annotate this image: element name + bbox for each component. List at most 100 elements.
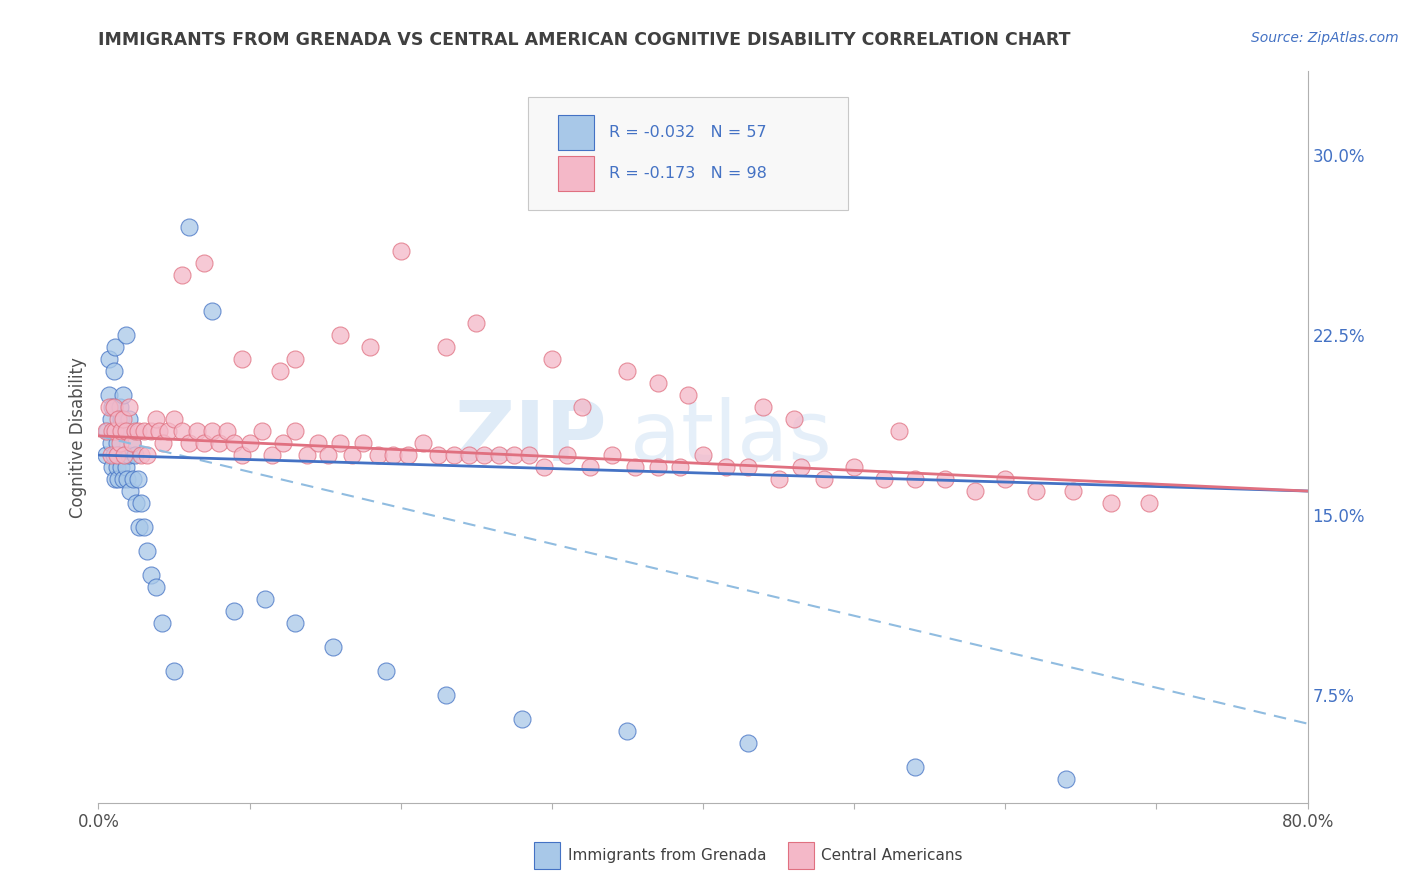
Point xyxy=(112,448,135,462)
Point xyxy=(224,604,246,618)
Point xyxy=(316,448,339,462)
Point xyxy=(193,436,215,450)
Point xyxy=(533,460,555,475)
Point xyxy=(124,424,146,438)
Point xyxy=(132,424,155,438)
FancyBboxPatch shape xyxy=(527,97,848,211)
Point xyxy=(118,400,141,414)
Point xyxy=(141,568,163,582)
Point xyxy=(396,448,419,462)
Point xyxy=(121,436,143,450)
Text: Central Americans: Central Americans xyxy=(821,848,963,863)
Point xyxy=(163,412,186,426)
Point xyxy=(112,448,135,462)
Point xyxy=(374,664,396,678)
Point xyxy=(295,448,318,462)
Point xyxy=(94,448,117,462)
Point xyxy=(412,436,434,450)
Point xyxy=(127,424,149,438)
Point xyxy=(269,364,291,378)
Point xyxy=(676,388,699,402)
Point xyxy=(105,460,128,475)
Point xyxy=(616,723,638,738)
Text: atlas: atlas xyxy=(630,397,832,477)
Point xyxy=(101,400,124,414)
Point xyxy=(111,472,134,486)
Point xyxy=(1054,772,1077,786)
Point xyxy=(111,412,134,426)
Point xyxy=(96,424,118,438)
Point xyxy=(382,448,405,462)
Point xyxy=(170,268,193,283)
Point xyxy=(120,483,142,498)
Point xyxy=(322,640,344,654)
Point xyxy=(121,436,143,450)
Point xyxy=(329,436,352,450)
Point xyxy=(101,460,124,475)
Point xyxy=(647,376,669,391)
Point xyxy=(813,472,835,486)
Point xyxy=(578,460,600,475)
Point xyxy=(148,424,170,438)
Point xyxy=(714,460,737,475)
Point xyxy=(152,436,174,450)
Point xyxy=(108,424,131,438)
Point xyxy=(669,460,692,475)
Point xyxy=(889,424,911,438)
Point xyxy=(208,436,231,450)
Point xyxy=(163,664,186,678)
Point xyxy=(284,424,307,438)
Point xyxy=(624,460,647,475)
Point xyxy=(103,364,125,378)
Point xyxy=(965,483,987,498)
Point xyxy=(262,448,284,462)
Point xyxy=(100,412,122,426)
Point xyxy=(253,591,276,606)
Point xyxy=(108,400,131,414)
Point xyxy=(231,448,253,462)
Point xyxy=(100,436,122,450)
Text: Immigrants from Grenada: Immigrants from Grenada xyxy=(568,848,766,863)
Point xyxy=(352,436,374,450)
Point xyxy=(110,460,132,475)
Point xyxy=(156,424,179,438)
Point xyxy=(112,424,135,438)
Point xyxy=(737,736,759,750)
Point xyxy=(170,424,193,438)
Point xyxy=(367,448,389,462)
Point xyxy=(94,424,117,438)
Point xyxy=(129,448,152,462)
Point xyxy=(104,340,127,354)
Point xyxy=(389,244,412,259)
Bar xyxy=(787,842,814,869)
Point xyxy=(103,448,125,462)
Point xyxy=(934,472,956,486)
Point xyxy=(135,448,157,462)
Point xyxy=(201,304,224,318)
Point xyxy=(1137,496,1160,510)
Point xyxy=(904,760,927,774)
Point xyxy=(488,448,510,462)
Point xyxy=(201,424,224,438)
Point xyxy=(1062,483,1084,498)
Point xyxy=(465,316,488,330)
Point xyxy=(434,688,457,702)
Bar xyxy=(534,842,561,869)
Point xyxy=(692,448,714,462)
Point xyxy=(145,412,167,426)
Point xyxy=(98,400,121,414)
Point xyxy=(571,400,593,414)
Point xyxy=(239,436,262,450)
Point xyxy=(114,424,136,438)
Point xyxy=(107,472,129,486)
Point xyxy=(752,400,775,414)
Point xyxy=(145,580,167,594)
Point xyxy=(443,448,465,462)
Point xyxy=(224,436,246,450)
Point xyxy=(114,460,136,475)
Point xyxy=(105,448,128,462)
Point xyxy=(98,388,121,402)
Point xyxy=(150,615,173,630)
Point xyxy=(783,412,806,426)
Point xyxy=(114,328,136,343)
